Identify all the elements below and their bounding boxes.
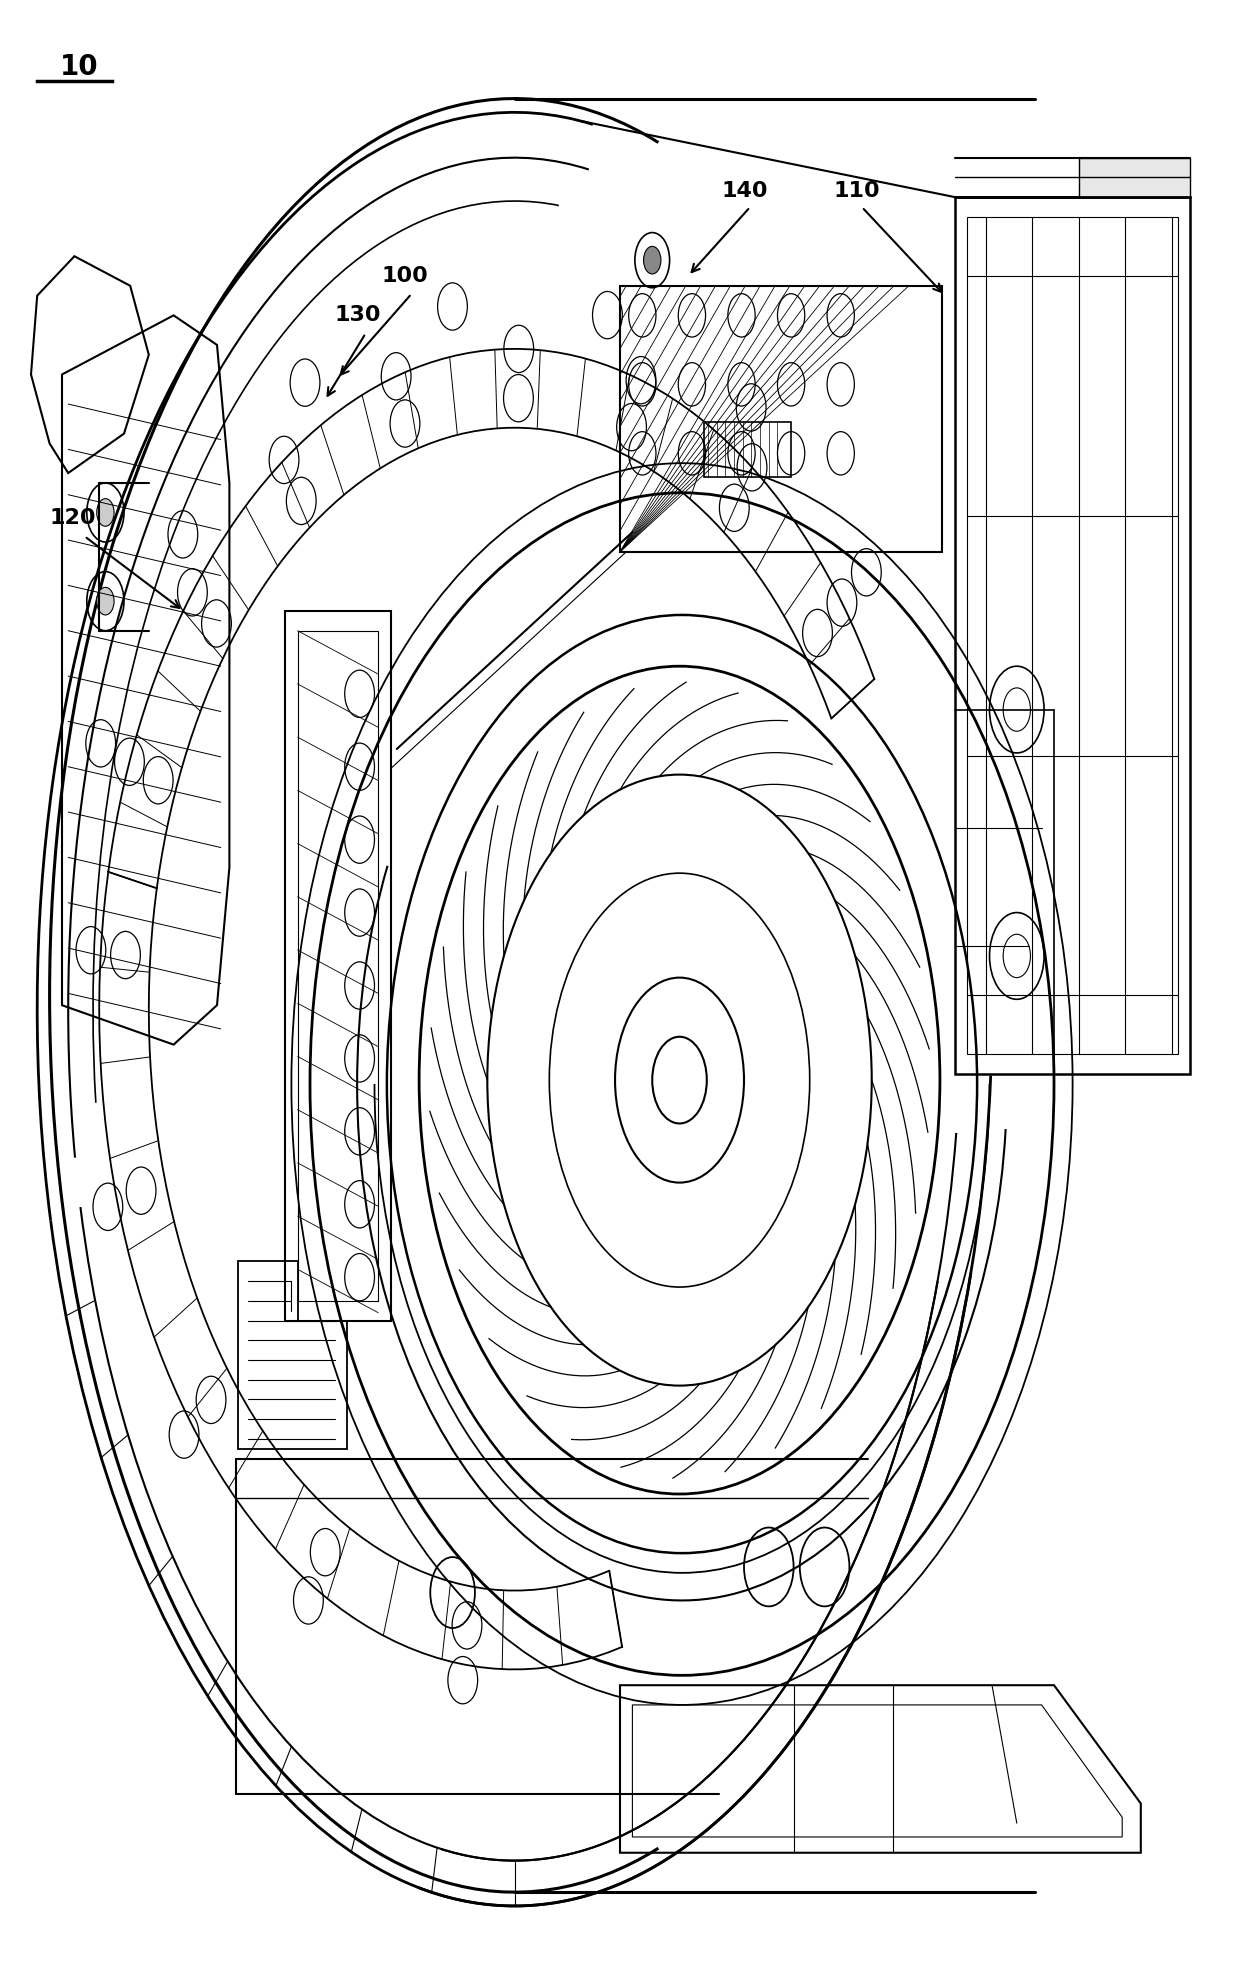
Circle shape [644, 246, 661, 274]
Circle shape [97, 587, 114, 615]
Text: 140: 140 [722, 181, 768, 201]
Circle shape [97, 499, 114, 526]
Text: 100: 100 [382, 266, 429, 286]
Text: 110: 110 [833, 181, 880, 201]
Text: 120: 120 [50, 509, 97, 528]
Text: 130: 130 [335, 306, 382, 325]
Polygon shape [1079, 158, 1190, 197]
Text: 10: 10 [60, 53, 98, 81]
